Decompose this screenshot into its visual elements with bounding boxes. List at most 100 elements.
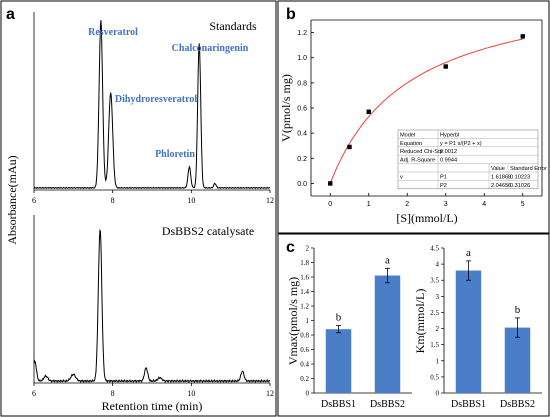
fit-table-cell: Hyperbl [440,132,459,138]
fit-table-cell: P2 [440,183,447,189]
fit-table-cell: P1 [440,174,447,180]
x-axis-label: [S](mmol/L) [396,211,457,225]
category-label: DsBBS2 [500,399,535,410]
x-tick-label: 1 [367,201,371,208]
x-tick-label: 12 [266,196,274,205]
panel-text: DsBBS2 catalysate [162,224,254,238]
y-tick-label: 0.5 [430,373,439,381]
chart-vmax: 0 0.2 0.4 0.6 0.8 1 1.2 1.4 1.6 1.8 2 b DsBBS1 a DsBBS… [286,245,412,410]
y-tick-label: 1.8 [300,259,309,267]
y-tick-label: 0.6 [297,106,307,113]
panel-text: Standards [209,19,257,33]
y-tick-label: 1.0 [297,55,307,62]
y-tick-label: 1.4 [300,288,309,296]
fit-table-cell: y = P1 x/(P2 + x) [440,141,482,147]
category-label: DsBBS1 [451,399,486,410]
fit-table-cell: 2.04656 [491,183,511,189]
y-tick-label: 0.2 [300,375,309,383]
bar-dsbbs2 [374,275,401,393]
chromatogram-trace [33,20,271,190]
y-tick-label: 1.5 [430,341,439,349]
significance-letter: b [336,312,342,324]
y-tick-label: 4 [436,261,440,269]
panel-letter-b: b [286,6,296,23]
fit-table-cell: 0.10223 [510,174,530,180]
fit-table-cell: v [400,174,403,180]
data-point [328,181,333,186]
fit-table-cell: Equation [400,141,422,147]
y-tick-label: 0.4 [297,131,307,138]
y-tick-label: 1.2 [300,303,309,311]
y-tick-label: 1.6 [300,274,309,282]
fit-table-cell: 0.0012 [440,149,457,155]
panel-a-frame [0,0,277,417]
y-tick-label: 3.5 [430,277,439,285]
fit-table-cell: Reduced Chi-Sqr [400,149,443,155]
x-tick-label: 10 [187,196,195,205]
fit-table-cell: Standard Error [510,166,547,172]
data-point [520,34,525,39]
y-axis-label: Km(mmol/L) [413,289,427,354]
x-tick-label: 4 [482,201,486,208]
y-tick-label: 0 [436,390,440,398]
bar-dsbbs1 [325,329,352,393]
y-tick-label: 0.8 [297,80,307,87]
chart-standards: Standards 6 8 10 12 Resveratrol Dihydroresv… [32,12,274,205]
x-axis-label: Retention time (min) [102,399,203,413]
y-tick-label: 1 [306,317,310,325]
y-tick-label: 0.4 [300,361,309,369]
y-tick-label: 0.6 [300,346,309,354]
fit-table-cell: 0.31026 [510,183,530,189]
peak-label-phloretin: Phloretin [155,149,195,160]
x-tick-label: 10 [187,389,195,398]
fit-table-cell: Adj. R-Square [400,158,435,164]
chart-catalysate: DsBBS2 catalysate 6 8 10 12 Retention time … [32,215,274,413]
y-tick-label: 0.0 [297,181,307,188]
y-tick-label: 2 [306,245,310,253]
significance-letter: b [515,304,521,316]
y-axis-label: Vmax(pmol/s mg) [286,277,300,365]
x-tick-label: 6 [32,389,36,398]
fit-table: Model Hyperbl Equation y = P1 x/(P2 + x) Red… [397,129,547,190]
y-tick-label: 1.2 [297,30,307,37]
fit-table-cell: Model [400,132,415,138]
y-tick-label: 3 [436,293,440,301]
x-tick-label: 12 [266,389,274,398]
fit-table-cell: Value [491,166,505,172]
significance-letter: a [385,254,390,266]
panel-letter-a: a [6,6,15,23]
category-label: DsBBS2 [370,399,405,410]
fit-table-cell: 1.61868 [491,174,511,180]
hyperbolic-fit-line [329,38,523,184]
fit-table-frame [397,129,539,190]
y-axis-label: V(pmol/s mg) [279,74,293,142]
data-point [366,109,371,114]
x-tick-label: 0 [328,201,332,208]
data-point [347,144,352,150]
x-tick-label: 3 [444,201,448,208]
y-tick-label: 4.5 [430,245,439,253]
data-point [443,64,448,69]
bar-dsbbs1 [455,270,482,393]
y-tick-label: 2 [436,325,440,333]
panel-c-frame [277,233,550,417]
chromatogram-trace [33,229,271,384]
x-tick-label: 2 [405,201,409,208]
bar-dsbbs2 [504,327,531,393]
y-tick-label: 2.5 [430,309,439,317]
peak-label-resveratrol: Resveratrol [88,27,138,38]
significance-letter: a [466,247,471,259]
x-tick-label: 8 [111,196,115,205]
chart-kinetics: 0 1 2 3 4 5 0.0 0.2 0.4 0.6 0.8 1.0 1.2 Model Hyperbl… [279,19,547,225]
fit-table-cell: 0.9944 [440,158,457,164]
y-tick-label: 0 [306,390,310,398]
category-label: DsBBS1 [321,399,356,410]
y-tick-label: 1 [436,357,440,365]
y-axis-label-absorbance: Absorbance(mAu) [5,155,19,244]
y-tick-label: 0.8 [300,332,309,340]
x-tick-label: 8 [111,389,115,398]
x-tick-label: 6 [32,196,36,205]
chart-km: 0 0.5 1 1.5 2 2.5 3 3.5 4 4.5 a DsBBS1 b DsBBS2 Km(mm… [413,245,542,410]
x-tick-label: 5 [521,201,525,208]
